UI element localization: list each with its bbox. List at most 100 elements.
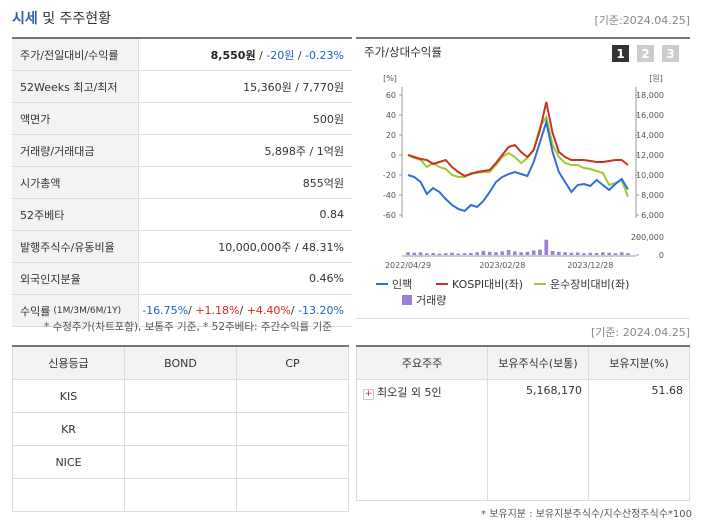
value-part: 15,360원 / 7,770원: [243, 80, 344, 94]
holder-row: + 최오길 외 5인 5,168,170 51.68: [356, 379, 690, 501]
x-tick-label: 2023/02/28: [479, 261, 525, 270]
header-cell: 보유지분(%): [588, 345, 690, 380]
value-part: /: [294, 48, 306, 62]
credit-table: 신용등급 BOND CP KIS KR NICE: [12, 345, 349, 512]
base-date: [기준:2024.04.25]: [594, 14, 690, 27]
volume-bar: [456, 253, 461, 255]
volume-bar: [563, 252, 567, 255]
value-part: +4.40%: [246, 304, 291, 317]
cell: [124, 379, 237, 413]
volume-bar: [469, 253, 473, 255]
volume-bar: [544, 239, 549, 255]
y-tick-label: 60: [386, 91, 396, 100]
label-text: 주가/전일대비/수익률: [20, 48, 119, 62]
y-tick-label: -40: [383, 191, 396, 200]
row-label: 52Weeks 최고/최저: [12, 71, 139, 102]
volume-bar: [475, 252, 479, 255]
y2-unit: [원]: [649, 74, 663, 83]
row-label: 외국인지분율: [12, 263, 139, 294]
volume-bar: [619, 252, 624, 255]
value-part: +1.18%: [195, 304, 240, 317]
tab-label[interactable]: 2: [641, 47, 649, 61]
volume-bar: [613, 253, 618, 255]
row-value: 855억원: [139, 175, 352, 191]
volume-bar: [575, 252, 580, 255]
y2-tick-label: 14,000: [636, 131, 664, 140]
value-part: -20원: [266, 48, 295, 62]
volume-bar: [626, 253, 630, 255]
volume-bar: [481, 250, 486, 255]
header-cell: 주요주주: [356, 345, 488, 380]
value-part: -16.75%: [142, 304, 189, 317]
y2-tick-label: 6,000: [641, 211, 664, 220]
volume-bar: [513, 251, 517, 255]
expand-icon: +: [363, 389, 374, 400]
summary-row: 주가/전일대비/수익률 8,550원 / -20원 / -0.23%: [12, 39, 352, 71]
row-label: 52주베타: [12, 199, 139, 230]
row-value: 500원: [139, 111, 352, 127]
summary-row: 외국인지분율 0.46%: [12, 263, 352, 295]
section-title: 시세 및 주주현황: [12, 8, 111, 28]
tab-button[interactable]: [662, 45, 679, 62]
y-tick-label: -60: [383, 211, 396, 220]
volume-bar: [582, 253, 586, 255]
credit-row: KIS: [12, 379, 349, 413]
volume-bar: [531, 250, 536, 255]
holders-note: * 보유지분 : 보유지분주식수/지수산정주식수*100: [481, 509, 692, 520]
chart: 주가/상대수익률 1 2 3 [%] [원] 60 40 20 0 -20 -40 -60 18,000 1…: [364, 45, 679, 307]
agency: NICE: [12, 445, 125, 479]
tab-label[interactable]: 1: [616, 47, 624, 61]
row-label: 시가총액: [12, 167, 139, 198]
summary-row: 발행주식수/유동비율 10,000,000주 / 48.31%: [12, 231, 352, 263]
agency: KIS: [12, 379, 125, 413]
volume-bar: [525, 251, 530, 255]
value-part: 8,550원: [210, 48, 256, 62]
title-rest: 및 주주현황: [42, 11, 112, 27]
row-label: 액면가: [12, 103, 139, 134]
y2-tick-label: 16,000: [636, 111, 664, 120]
holder-value: 51.68: [595, 384, 684, 397]
value-part: /: [290, 304, 299, 317]
summary-row: 52Weeks 최고/최저 15,360원 / 7,770원: [12, 71, 352, 103]
label-text: 외국인지분율: [20, 272, 81, 286]
holder-text: 51.68: [651, 384, 684, 397]
label-text: 52주베타: [20, 208, 65, 222]
volume-bar: [494, 252, 498, 255]
volume-bar: [506, 250, 511, 255]
holder-value: + 최오길 외 5인: [363, 384, 481, 400]
volume-bar: [569, 252, 574, 255]
header-cell: BOND: [124, 345, 237, 380]
volume-bar: [557, 251, 561, 255]
cell: [12, 478, 125, 512]
value-part: -13.20%: [298, 304, 344, 317]
volume-bar: [412, 252, 417, 255]
y2-tick-label: 12,000: [636, 151, 664, 160]
volume-bar: [538, 249, 542, 255]
volume-bar: [425, 253, 429, 255]
y2-tick-label: 18,000: [636, 91, 664, 100]
volume-bar: [443, 253, 448, 255]
header-cell: 보유주식수(보통): [487, 345, 589, 380]
summary-row: 시가총액 855억원: [12, 167, 352, 199]
row-label: 거래량/거래대금: [12, 135, 139, 166]
y2-tick-label: 10,000: [636, 171, 664, 180]
label-text: 52Weeks 최고/최저: [20, 80, 118, 94]
tab-button[interactable]: [637, 45, 654, 62]
tab-button[interactable]: [612, 45, 629, 62]
legend-label: 운수장비대비(좌): [550, 278, 629, 291]
credit-row: [12, 478, 349, 512]
header-row: 신용등급 BOND CP: [12, 345, 349, 380]
value-part: 0.46%: [309, 272, 344, 285]
summary-note: * 수정주가(차트포함), 보통주 기준, * 52주베타: 주간수익률 기준: [44, 321, 332, 333]
y-tick-label: 20: [386, 131, 396, 140]
series-line: [407, 114, 629, 198]
cell: [124, 445, 237, 479]
summary-row: 수익률 (1M/3M/6M/1Y) -16.75%/ +1.18%/ +4.40%/…: [12, 295, 352, 327]
y-tick-label: 0: [391, 151, 396, 160]
volume-bar: [431, 253, 435, 255]
volume-bar: [487, 251, 492, 255]
volume-bar: [607, 252, 611, 255]
tab-label[interactable]: 3: [666, 47, 674, 61]
label-text: 시가총액: [20, 176, 61, 190]
